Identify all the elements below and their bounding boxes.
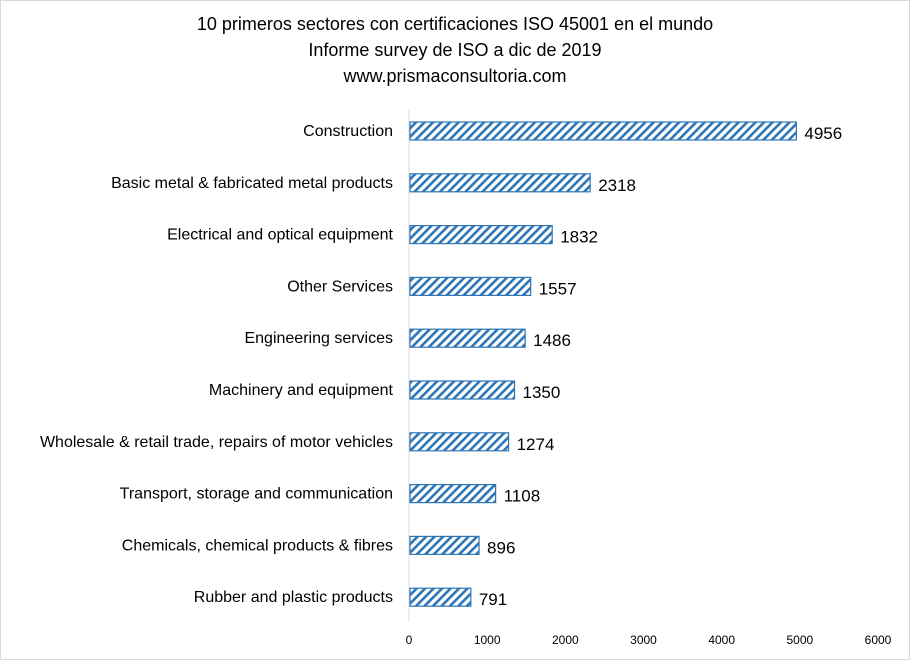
category-label: Wholesale & retail trade, repairs of mot…: [40, 434, 393, 451]
data-label: 1274: [517, 435, 555, 454]
data-label: 896: [487, 538, 515, 557]
category-label: Rubber and plastic products: [194, 589, 393, 606]
category-label: Electrical and optical equipment: [167, 227, 393, 244]
category-label: Transport, storage and communication: [120, 486, 393, 503]
bar: [409, 484, 497, 504]
category-label: Engineering services: [244, 330, 393, 347]
bar: [409, 121, 797, 141]
bar: [409, 380, 516, 400]
data-label: 1350: [523, 383, 561, 402]
x-tick-label: 5000: [786, 633, 813, 647]
data-label: 2318: [598, 176, 636, 195]
title-line-1: 10 primeros sectores con certificaciones…: [196, 14, 714, 34]
x-tick-label: 1000: [474, 633, 501, 647]
data-label: 4956: [804, 124, 842, 143]
title-line-3: www.prismaconsultoria.com: [343, 66, 567, 86]
category-label: Construction: [303, 123, 393, 140]
data-label: 1108: [504, 487, 541, 506]
x-tick-label: 0: [406, 633, 413, 647]
category-label: Other Services: [287, 278, 393, 295]
bar: [409, 328, 526, 348]
title-line-2: Informe survey de ISO a dic de 2019: [308, 40, 602, 60]
category-label: Machinery and equipment: [209, 382, 394, 399]
data-label: 1557: [539, 279, 577, 298]
bar: [409, 535, 480, 556]
bar: [409, 432, 510, 452]
bar: [409, 173, 591, 193]
chart-title: 10 primeros sectores con certificaciones…: [1, 11, 909, 89]
x-tick-label: 2000: [552, 633, 579, 647]
category-label: Chemicals, chemical products & fibres: [122, 537, 393, 554]
x-tick-label: 4000: [708, 633, 735, 647]
data-label: 791: [479, 590, 507, 609]
category-label: Basic metal & fabricated metal products: [111, 175, 393, 192]
x-tick-label: 6000: [865, 633, 892, 647]
data-label: 1832: [560, 228, 598, 247]
x-tick-label: 3000: [630, 633, 657, 647]
data-label: 1486: [533, 331, 571, 350]
bar: [409, 276, 532, 296]
bar: [409, 225, 553, 245]
bar: [409, 587, 472, 607]
